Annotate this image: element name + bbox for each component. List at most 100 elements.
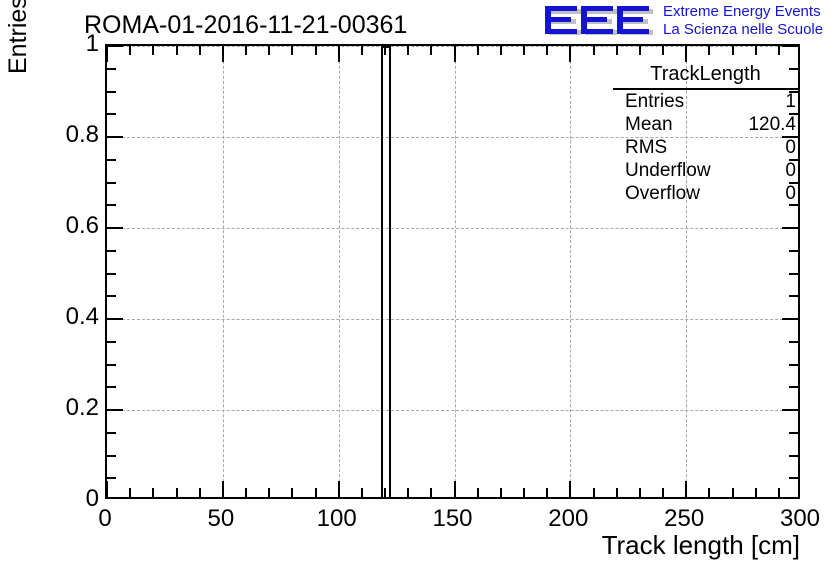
axis-tick [569,46,572,62]
stats-box: TrackLength Entries 1 Mean 120.4 RMS 0 Underfl… [613,63,798,205]
axis-tick [407,488,410,497]
histogram-bar [381,46,391,497]
stats-row: Mean 120.4 [613,113,798,136]
axis-tick [107,204,116,207]
axis-tick [782,318,798,320]
axis-tick [360,46,363,55]
axis-tick [708,488,711,497]
stats-row-key: Entries [625,91,685,112]
axis-tick [407,46,410,55]
axis-tick [782,136,798,138]
axis-tick [789,340,798,343]
axis-tick [499,46,502,55]
axis-tick [107,295,116,298]
axis-tick [107,409,123,411]
axis-tick [107,477,116,480]
eee-logo-text: Extreme Energy Events La Scienza nelle S… [663,3,836,39]
stats-row-value: 0 [785,183,796,204]
axis-tick [360,488,363,497]
axis-tick [384,46,386,55]
axis-tick [221,46,224,62]
axis-tick [615,46,618,55]
axis-tick [291,46,294,55]
axis-tick [789,204,798,207]
grid-line-horizontal [107,46,798,47]
grid-line-horizontal [107,319,798,320]
axis-tick [662,46,664,55]
y-tick-label: 0.4 [65,303,99,330]
axis-tick [245,46,247,55]
stats-row: RMS 0 [613,136,798,159]
stats-row-value: 0 [785,160,796,181]
axis-tick [499,488,502,497]
axis-tick [789,181,798,184]
axis-tick [789,249,798,252]
axis-tick [546,46,549,55]
axis-tick [314,488,317,497]
y-tick-label: 0.6 [65,212,99,239]
x-tick-label: 150 [432,505,473,532]
stats-row-key: RMS [625,137,668,158]
axis-tick [777,46,780,55]
axis-tick [789,67,798,70]
axis-tick [708,46,711,55]
axis-tick [152,46,155,55]
y-tick-label: 0.2 [65,394,99,421]
axis-tick [337,481,340,497]
tick-labels: 0 50 100 150 200 250 300 0 0.2 0.4 0.6 0.8 1 [66,30,820,532]
axis-tick [337,46,340,62]
axis-tick [107,481,108,497]
axis-tick [107,67,116,70]
axis-tick [221,481,224,497]
axis-tick [638,488,641,497]
grid-line-vertical [338,46,340,497]
y-tick-label: 1 [85,30,99,57]
axis-tick [107,90,116,93]
axis-tick [107,318,123,320]
axis-tick [476,46,479,55]
eee-logo-mark-icon [545,6,653,35]
stats-row-value: 120.4 [748,114,796,135]
axis-tick [453,46,456,62]
stats-row-value: 1 [785,91,796,112]
axis-tick [384,488,386,497]
axis-tick [245,488,247,497]
axis-tick [782,409,798,411]
axis-tick [789,90,798,93]
axis-tick [615,488,618,497]
axis-tick [107,249,116,252]
plot-area [105,44,800,499]
grid-line-vertical [222,46,224,497]
axis-tick [430,488,433,497]
x-axis-title: Track length [cm] [601,530,800,560]
axis-tick [731,46,734,55]
axis-tick [782,46,798,47]
x-tick-label: 0 [98,505,112,532]
axis-tick [685,481,688,497]
stats-box-rows: Entries 1 Mean 120.4 RMS 0 Underflow 0 Overflow 0 [613,90,798,205]
axis-tick [107,363,116,366]
axis-tick [129,488,132,497]
axis-tick [430,46,433,55]
axis-tick [107,46,123,47]
axis-tick [107,181,116,184]
axis-tick [592,488,595,497]
axis-tick [107,386,116,389]
axis-ticks-layer [107,46,798,497]
eee-logo-line1: Extreme Energy Events [663,3,821,20]
axis-tick [789,272,798,275]
axis-tick [789,363,798,366]
axis-tick [268,488,271,497]
x-tick-label: 300 [779,505,821,532]
grid-line-vertical [454,46,456,497]
axis-tick [789,431,798,434]
axis-tick [107,454,116,457]
x-tick-label: 50 [207,505,235,532]
axis-tick [789,454,798,457]
eee-logo: Extreme Energy Events La Scienza nelle S… [543,3,833,41]
axis-tick [789,113,798,116]
grid-line-vertical [686,46,688,497]
axis-tick [782,227,798,229]
x-tick-label: 200 [548,505,589,532]
y-tick-label: 0.8 [65,121,99,148]
